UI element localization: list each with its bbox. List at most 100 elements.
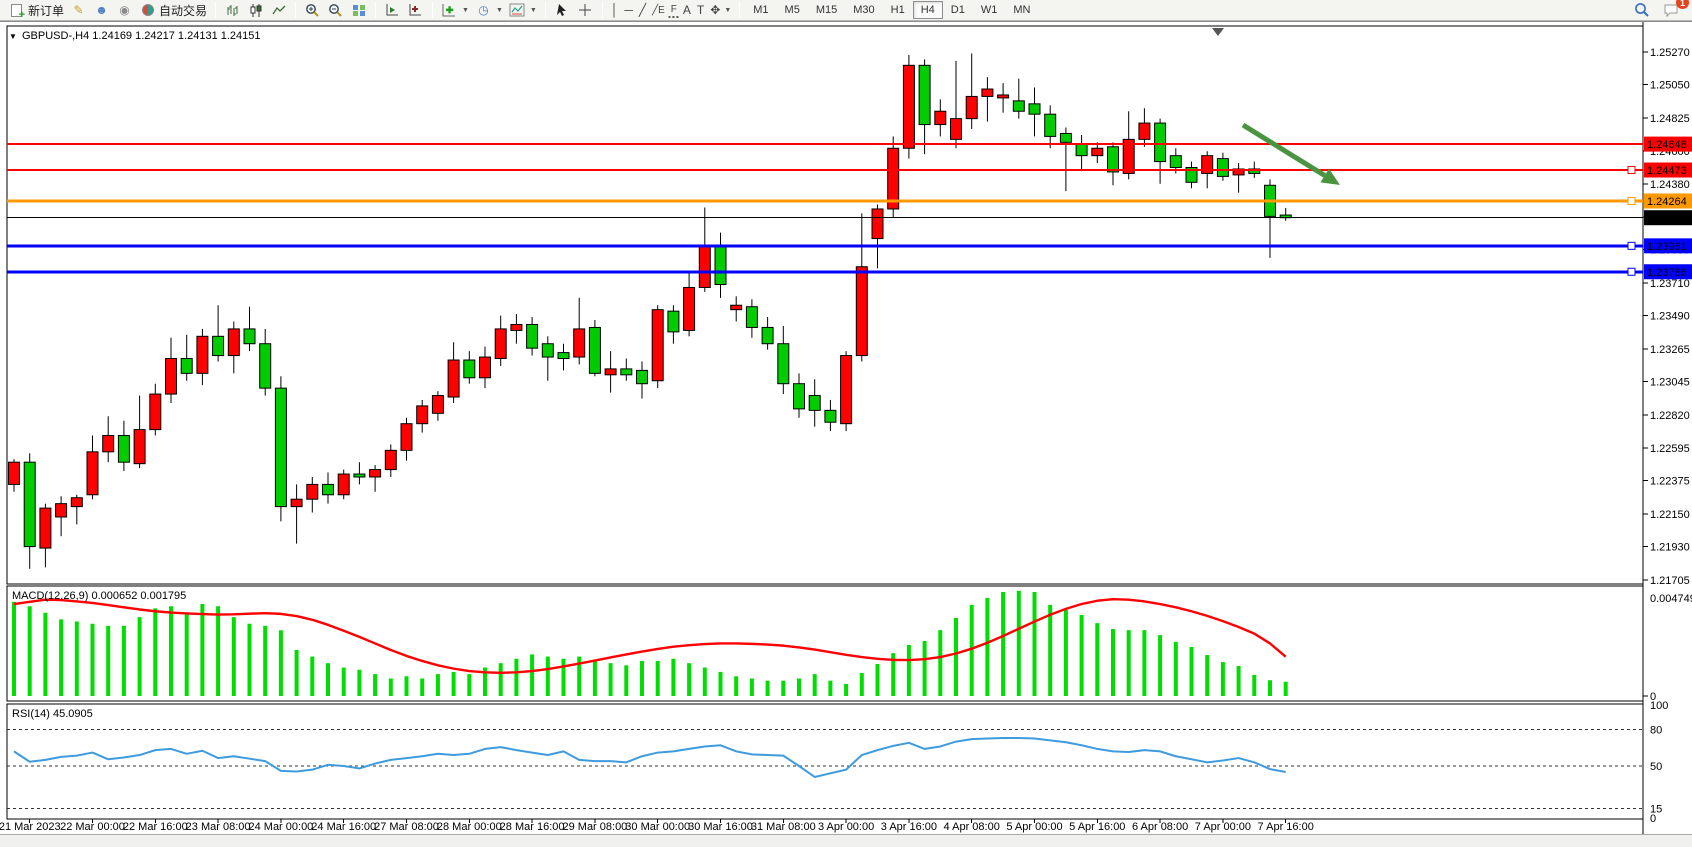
level-line-1.23786[interactable]: 1.23786 [7, 264, 1692, 280]
text-label-tool[interactable]: T [696, 3, 705, 17]
new-order-label: 新订单 [28, 3, 65, 18]
candlestick-type-button[interactable] [244, 1, 267, 19]
price-tick-label: 1.22150 [1650, 509, 1690, 521]
text-tool[interactable]: A [682, 3, 691, 17]
bull-candle [934, 110, 947, 126]
bull-candle [102, 435, 115, 453]
bear-candle [588, 326, 601, 374]
chart-window: 1.252701.250501.248251.246001.243801.241… [0, 21, 1692, 847]
price-line-badge [1644, 162, 1692, 178]
vertical-line-tool[interactable]: │ [610, 3, 619, 17]
chart-shift-marker[interactable] [1212, 28, 1224, 36]
auto-trading-label: 自动交易 [159, 3, 208, 18]
auto-trading-button[interactable]: 自动交易 [136, 1, 210, 20]
chevron-down-icon: ▼ [462, 6, 469, 14]
templates-button[interactable]: ▼ [506, 1, 540, 19]
charts-list-button[interactable]: ✎ [67, 1, 90, 19]
timeframe-h1-button[interactable]: H1 [890, 4, 905, 16]
bull-candle [479, 356, 491, 379]
crosshair-tool-button[interactable] [574, 1, 597, 19]
macd-indicator: MACD(12,26,9) 0.000652 0.001795 0.004749 0 [12, 590, 1692, 703]
line-chart-type-button[interactable] [267, 1, 290, 19]
notifications-button[interactable]: 1 [1659, 0, 1689, 19]
bull-candle [306, 483, 319, 500]
trendline-tool[interactable]: ╱ [638, 3, 647, 17]
add-indicator-button[interactable]: ▼ [438, 1, 472, 19]
bull-candle [133, 429, 146, 465]
level-line-1.24473[interactable]: 1.24473 [7, 162, 1692, 178]
timeframe-m1-button[interactable]: M1 [753, 4, 769, 16]
fibonacci-tool[interactable]: F [667, 3, 680, 18]
level-line-1.23961[interactable]: 1.23961 [7, 238, 1692, 254]
template-icon [509, 2, 526, 18]
bear-candle [667, 310, 680, 333]
price-line-badge-label: 1.24648 [1647, 139, 1687, 151]
bear-candle [793, 383, 805, 410]
auto-scroll-button[interactable] [381, 1, 404, 19]
horizontal-line-tool[interactable]: ─ [624, 3, 633, 17]
bull-candle [871, 208, 884, 240]
timeframe-m15-button[interactable]: M15 [815, 4, 838, 16]
market-watch-button[interactable]: ☻ [90, 1, 113, 19]
cursor-tool-button[interactable] [551, 1, 574, 19]
time-tick-label: 5 Apr 00:00 [1006, 821, 1062, 833]
chart-canvas[interactable]: 1.252701.250501.248251.246001.243801.241… [0, 22, 1692, 847]
bull-candle [981, 88, 994, 97]
clock-icon: ◷ [478, 3, 489, 17]
bear-candle [1059, 132, 1072, 143]
time-tick-label: 31 Mar 08:00 [751, 821, 816, 833]
channel-tool[interactable]: ╱E [652, 4, 665, 16]
time-tick-label: 30 Mar 00:00 [625, 821, 690, 833]
zoom-out-button[interactable] [324, 1, 347, 19]
line-handle[interactable] [1627, 267, 1636, 276]
level-line-1.24648[interactable]: 1.24648 [7, 136, 1692, 152]
bull-candle [730, 304, 743, 311]
periods-button[interactable]: ◷ ▼ [472, 1, 506, 19]
main-toolbar: 新订单 ✎ ☻ ◉ 自动交易 [0, 0, 1692, 21]
level-line-1.24151[interactable]: 1.24151 [7, 210, 1692, 226]
collapse-marker-icon[interactable]: ▼ [9, 32, 17, 41]
tile-windows-button[interactable] [347, 1, 370, 19]
bear-candle [1028, 103, 1041, 115]
candlesticks [8, 53, 1292, 569]
timeframe-m30-button[interactable]: M30 [853, 4, 875, 16]
bear-candle [1154, 122, 1167, 163]
line-handle[interactable] [1627, 196, 1636, 205]
timeframe-h4-button[interactable]: H4 [912, 1, 943, 19]
level-line-1.24264[interactable]: 1.24264 [7, 193, 1692, 209]
arrows-tool[interactable]: ✥ ▼ [707, 2, 734, 18]
chart-shift-button[interactable] [404, 1, 427, 19]
bull-candle [86, 451, 99, 496]
signals-button[interactable]: ◉ [113, 1, 136, 19]
line-handle[interactable] [1627, 241, 1636, 250]
bull-candle [887, 147, 900, 210]
price-tick-label: 1.25270 [1650, 47, 1690, 59]
timeframe-d1-button[interactable]: D1 [950, 4, 965, 16]
price-line-badge [1644, 264, 1692, 280]
chart-title-text: GBPUSD-,H4 1.24169 1.24217 1.24131 1.241… [22, 30, 261, 42]
macd-axis-zero: 0 [1650, 691, 1656, 703]
bull-candle [855, 266, 868, 357]
zoom-out-icon [327, 2, 344, 18]
bear-candle [620, 368, 633, 376]
macd-axis-max: 0.004749 [1650, 593, 1692, 605]
bull-candle [510, 323, 523, 331]
chevron-down-icon: ▼ [495, 6, 503, 14]
search-button[interactable] [1630, 1, 1653, 19]
bull-candle [431, 395, 444, 414]
timeframe-m5-button[interactable]: M5 [784, 4, 800, 16]
timeframe-switcher: M1 M5 M15 M30 H1 H4 D1 W1 MN [742, 0, 1041, 21]
timeframe-w1-button[interactable]: W1 [980, 4, 998, 16]
bear-candle [274, 387, 287, 508]
timeframe-mn-button[interactable]: MN [1013, 4, 1031, 16]
bull-candle [840, 355, 853, 425]
zoom-in-button[interactable] [301, 1, 324, 19]
price-line-badge [1644, 210, 1692, 226]
down-arrow-annotation[interactable] [1241, 122, 1340, 185]
bull-candle [997, 94, 1010, 99]
new-order-button[interactable]: 新订单 [5, 1, 67, 21]
bar-chart-type-button[interactable] [221, 1, 244, 19]
line-handle[interactable] [1627, 166, 1636, 175]
time-tick-label: 3 Apr 16:00 [881, 821, 937, 833]
